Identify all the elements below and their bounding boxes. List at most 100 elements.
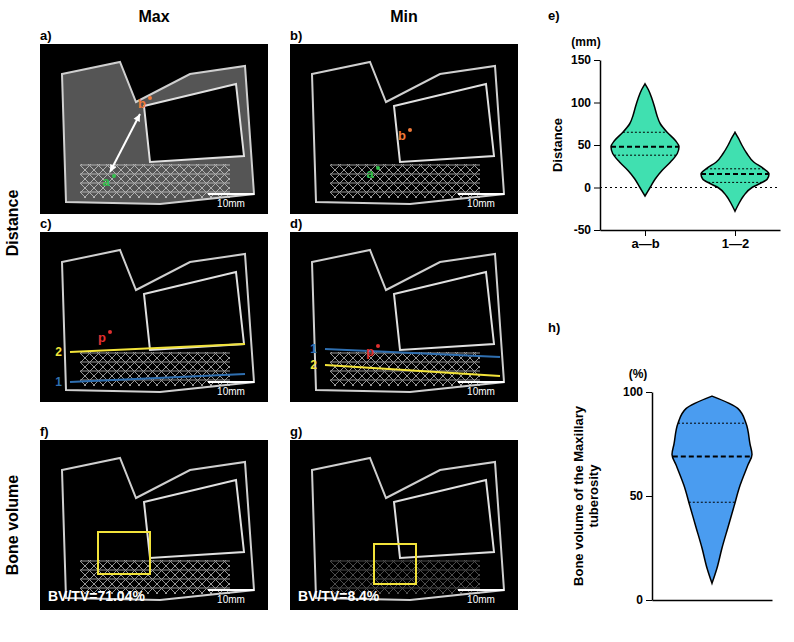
panel-label: d) [290,216,302,231]
x-axis-line [601,230,781,232]
reference-line [70,344,245,352]
y-tick-label: 0 [636,593,643,607]
y-tick-label: 150 [571,53,591,67]
y-tick-label: 50 [578,138,592,152]
scale-bar-label: 10mm [467,198,495,209]
bone-outline [62,458,254,600]
image-panel: 21p10mm [290,232,518,402]
y-axis-title: Bone volume of the Maxillarytuberosity [571,405,601,586]
plot-area [672,396,752,583]
y-tick-label: -50 [574,223,592,237]
image-panel: BV/TV=8.4% 10mm [290,440,518,610]
y-tick: 50 [578,138,600,152]
scale-bar [208,193,254,195]
bone-outline [62,250,254,392]
panel-label: h) [548,320,560,335]
bone-outline [62,62,254,204]
y-tick: 0 [584,181,600,195]
unit-label: (%) [629,367,648,381]
y-tick: 0 [636,593,652,607]
quartile-line [708,182,762,183]
sinus-cavity [144,272,244,350]
image-background [290,44,518,214]
x-tick-mark [645,230,646,236]
x-tick-label: a—b [631,236,659,251]
scale-bar-label: 10mm [217,198,245,209]
image-background [40,232,268,402]
sinus-cavity [394,480,494,558]
landmark-dot [376,166,380,170]
landmark-label: b [138,96,146,111]
image-panel: BV/TV=71.04%10mm [40,440,268,610]
image-background [290,440,518,610]
y-tick-mark [646,496,652,497]
line-label: 1 [55,375,62,389]
bone-outline [312,458,504,600]
line-label: 2 [310,358,317,372]
figure: MaxMinDistanceBone volumea)ab10mmb)ab10m… [0,0,794,642]
trabecular-bone [330,352,480,386]
landmark-label: p [98,330,106,345]
scale-bar-label: 10mm [467,594,495,605]
y-tick: 50 [630,489,652,503]
scale-bar [458,589,504,591]
y-tick: 150 [571,53,600,67]
landmark-label: a [366,166,374,181]
row-header: Bone volume [4,475,21,576]
y-tick: 100 [623,385,652,399]
y-axis-title: Distance [550,118,565,172]
x-axis: a—b 1—2 [601,230,781,251]
distance-arrow [110,114,140,172]
landmark-label: a [102,174,110,189]
median-line [701,173,769,175]
image-panel: a b 10mm [40,44,268,214]
panel-label: c) [40,216,52,231]
x-tick-mark [735,230,736,236]
y-axis-title-line: Bone volume of the Maxillary [571,405,586,586]
x-tick: a—b [631,230,659,251]
scale-bar [208,381,254,383]
y-axis-title-line: tuberosity [586,464,601,528]
line-label: 1 [310,342,317,356]
landmark-dot [408,128,412,132]
y-tick-label: 100 [623,385,643,399]
y-tick: -50 [574,223,600,237]
panel-label: b) [290,28,302,43]
x-axis [653,600,773,601]
x-tick-label: 1—2 [722,236,749,251]
roi-value: BV/TV=8.4% [298,588,380,604]
y-axis: -50 0 50 100 150 [571,53,601,237]
median-line [673,455,751,457]
arrow-head [110,164,116,172]
reference-line [325,349,500,357]
landmark-dot [112,174,116,178]
landmark-dot [376,344,380,348]
y-tick-label: 0 [584,181,591,195]
x-axis-line [653,600,773,602]
column-header: Min [390,8,418,25]
sinus-cavity [394,84,494,162]
sinus-cavity [144,480,244,558]
scale-bar [208,589,254,591]
image-panel: ab10mm [290,44,518,214]
quartile-line [689,502,735,503]
y-tick-label: 50 [630,489,644,503]
panel-label: f) [40,424,49,439]
sinus-cavity [394,272,494,350]
landmark-dot [148,96,152,100]
y-tick-label: 100 [571,96,591,110]
y-tick-mark [646,392,652,393]
line-label: 2 [55,345,62,359]
y-axis-title-line: Distance [550,118,565,172]
landmark-dot [108,330,112,334]
quartile-line [706,168,764,169]
scale-bar-label: 10mm [217,386,245,397]
y-tick-mark [594,230,600,231]
row-header: Distance [4,190,21,257]
y-axis: 0 50 100 [623,385,653,607]
roi-box [98,532,150,574]
y-tick-mark [594,103,600,104]
quartile-line [614,155,676,156]
roi-box [374,544,416,584]
y-tick-mark [594,188,600,189]
